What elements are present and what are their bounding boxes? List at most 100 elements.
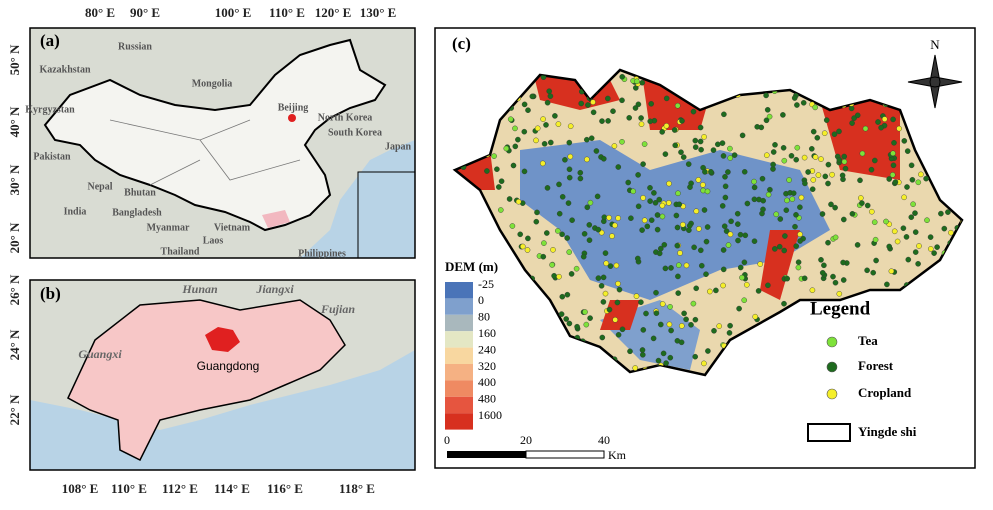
sample-point: [656, 250, 663, 257]
sample-point: [641, 217, 648, 224]
sample-point: [765, 191, 772, 198]
sample-point: [857, 177, 863, 184]
sample-point: [515, 198, 522, 205]
sample-point: [634, 78, 640, 85]
place-label: Myanmar: [147, 222, 190, 233]
sample-point: [692, 137, 699, 144]
sample-point: [722, 173, 728, 180]
sample-point: [722, 183, 729, 190]
sample-point: [616, 286, 623, 293]
sample-point: [677, 250, 683, 256]
sample-point: [648, 217, 655, 223]
sample-point: [765, 282, 771, 289]
lon-tick: 80° E: [85, 5, 115, 20]
sample-point: [552, 113, 558, 119]
sample-point: [566, 139, 573, 146]
sample-point: [788, 152, 795, 159]
sample-point: [938, 210, 944, 217]
sample-point: [683, 316, 689, 323]
sample-point: [815, 172, 822, 178]
sample-point: [640, 351, 646, 358]
sample-point: [510, 162, 517, 169]
scale-bar-black: [447, 451, 526, 458]
sample-point: [663, 95, 670, 102]
sample-point: [828, 201, 834, 208]
sample-point: [507, 116, 514, 122]
sample-point: [812, 104, 819, 111]
sample-point: [611, 143, 618, 149]
sample-point: [590, 99, 596, 105]
sample-point: [793, 211, 799, 218]
sample-point: [727, 322, 733, 329]
legend-symbol: [826, 336, 838, 348]
sample-point: [784, 197, 790, 204]
sample-point: [609, 233, 615, 239]
sample-point: [563, 316, 570, 322]
sample-point: [702, 169, 708, 175]
province-borders: [109, 119, 301, 186]
sample-point: [776, 243, 783, 250]
legend-label: Tea: [858, 333, 878, 348]
sample-point: [945, 209, 951, 215]
sample-point: [755, 288, 762, 294]
sample-point: [600, 274, 607, 281]
sample-point: [581, 230, 588, 237]
sample-point: [651, 190, 657, 196]
sample-point: [520, 243, 526, 250]
sample-point: [735, 237, 741, 244]
sample-point: [872, 236, 879, 243]
sample-point: [673, 212, 680, 219]
sample-point: [918, 171, 924, 178]
dem-swatch: [445, 331, 473, 348]
sample-point: [607, 263, 614, 269]
sample-point: [719, 203, 726, 209]
sample-point: [691, 244, 697, 251]
sample-point: [521, 101, 528, 108]
dem-swatch: [445, 413, 473, 430]
sample-point: [676, 262, 682, 269]
sample-point: [715, 141, 721, 148]
sample-point: [825, 239, 831, 246]
sample-point: [652, 199, 659, 206]
sample-point: [605, 118, 611, 124]
dem-swatch: [445, 282, 473, 299]
sample-point: [727, 145, 733, 152]
sample-point: [679, 118, 685, 124]
sample-point: [905, 256, 912, 263]
sample-point: [641, 141, 648, 147]
sample-point: [854, 112, 861, 119]
sample-point: [809, 186, 816, 192]
sample-point: [812, 154, 819, 160]
sample-point: [751, 184, 758, 191]
sample-point: [780, 144, 787, 151]
sample-point: [534, 125, 541, 132]
sample-point: [754, 124, 761, 130]
sample-point: [849, 120, 855, 126]
sample-point: [650, 335, 657, 342]
sample-point: [613, 262, 620, 269]
sample-point: [685, 161, 692, 167]
sample-point: [823, 117, 830, 123]
sample-point: [676, 201, 683, 208]
sample-point: [751, 196, 758, 203]
sample-point: [781, 157, 788, 164]
sample-point: [849, 210, 856, 217]
sample-point: [626, 115, 633, 121]
sample-point: [598, 282, 605, 289]
sample-point: [638, 115, 644, 121]
sample-point: [543, 122, 549, 128]
sample-point: [640, 195, 646, 201]
sample-point: [566, 174, 573, 181]
sample-point: [752, 313, 759, 320]
sample-point: [578, 100, 585, 107]
sample-point: [653, 310, 660, 317]
sample-point: [723, 228, 730, 234]
sample-point: [727, 155, 734, 161]
sample-point: [701, 134, 707, 140]
sample-point: [870, 269, 877, 276]
sample-point: [797, 231, 803, 238]
sample-point: [900, 225, 907, 231]
sample-point: [544, 99, 551, 106]
sample-point: [672, 142, 679, 149]
